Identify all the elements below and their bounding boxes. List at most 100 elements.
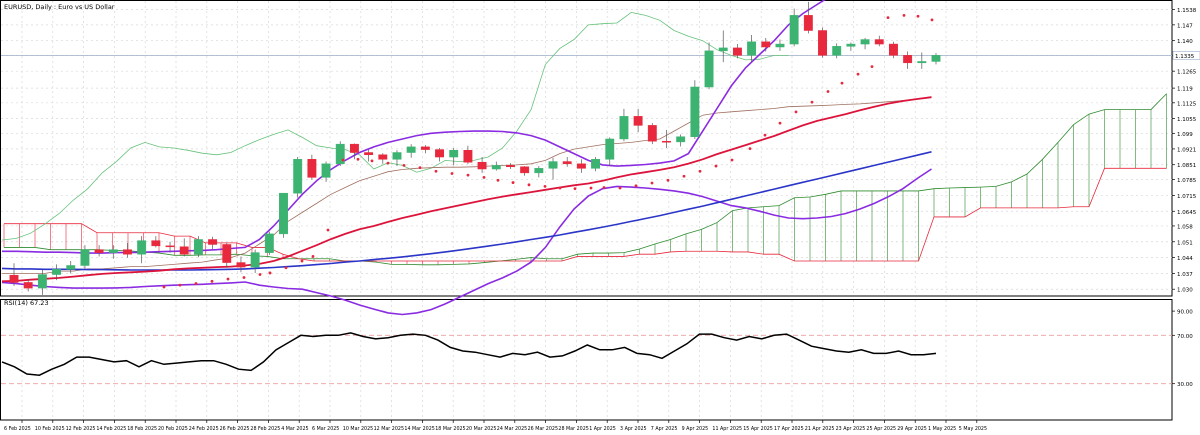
candle-bear [165,245,175,248]
sar-dot [902,13,906,17]
candle-bear [179,246,189,255]
candle-bear [349,143,359,153]
bollinger-lower [1,168,932,316]
sar-dot [162,285,166,289]
candle-bear [236,262,246,268]
candle-bear [903,55,913,64]
candle-bull [250,252,260,268]
sar-dot [573,187,577,191]
candle-bear [576,163,586,169]
candlesticks [9,1,941,295]
senkou-span-a [4,93,1167,266]
sar-dot [341,158,345,162]
candle-bull [37,274,47,289]
price-tick-label: 1.140 [1177,39,1193,45]
sar-dot [356,157,360,161]
candle-bull [548,161,558,169]
candle-bull [52,269,62,275]
date-label: 26 Feb 2025 [220,426,250,432]
sar-dot [778,121,782,125]
candle-bear [562,161,572,165]
candle-bull [491,165,501,170]
date-label: 14 Feb 2025 [96,426,126,432]
sar-dot [284,266,288,270]
sar-dot [794,110,798,114]
candle-bear [874,39,884,45]
candle-bull [718,47,728,52]
date-label: 7 Apr 2025 [651,426,678,432]
candle-bear [803,15,813,31]
candle-bear [151,240,161,247]
sar-dot [602,186,606,189]
candle-bear [506,165,515,168]
sar-dot [311,255,315,258]
sar-dot [466,173,470,177]
sar-dot [511,181,515,184]
price-tick-label: 1.058 [1177,224,1193,230]
date-label: 1 Apr 2025 [589,426,616,432]
sar-dot [826,90,830,93]
sar-dot [178,283,182,287]
sar-dot [326,228,330,232]
candle-bull [917,61,927,64]
candle-bull [832,46,842,56]
candle-bull [931,55,941,62]
date-label: 28 Mar 2025 [558,426,588,432]
indicator-lines [1,0,932,316]
candle-bear [222,244,232,263]
date-label: 9 Apr 2025 [682,426,709,432]
date-label: 10 Feb 2025 [35,426,65,432]
date-label: 18 Feb 2025 [127,426,157,432]
date-label: 15 Apr 2025 [743,426,773,432]
price-tick-label: 1.0715 [1177,194,1197,200]
price-tick-label: 1.0645 [1177,210,1197,216]
price-tick-label: 1.1538 [1177,8,1197,14]
candle-bull [321,163,331,178]
candle-bull [747,41,757,56]
date-label: 24 Feb 2025 [189,426,219,432]
date-label: 12 Mar 2025 [374,426,404,432]
candle-bear [364,152,374,156]
candle-bear [662,140,671,143]
sar-dot [226,277,230,281]
rsi-tick-label: 70.00 [1177,334,1193,340]
grid-lines [0,0,1173,421]
price-tick-label: 1.051 [1177,240,1193,246]
rsi-tick-label: 30.00 [1177,382,1193,388]
price-tick-label: 1.1125 [1177,101,1197,107]
sar-dot [748,147,752,151]
current-price-label: 1.1335 [1175,54,1195,60]
date-label: 18 Mar 2025 [435,426,465,432]
candle-bull [406,146,416,153]
price-tick-label: 1.147 [1177,23,1193,29]
bollinger-upper [2,0,826,254]
sar-dot [482,175,486,179]
price-tick-label: 1.1055 [1177,117,1197,123]
candle-bear [94,249,104,253]
candle-bear [378,154,388,160]
candle-bull [264,233,274,253]
date-label: 29 Apr 2025 [897,426,927,432]
sar-dot [496,178,500,182]
rsi-frame [0,299,1173,421]
candle-bull [335,143,345,165]
date-label: 25 Apr 2025 [866,426,896,432]
candle-bull [108,249,118,253]
sar-dot [810,100,814,104]
candle-bull [789,15,799,45]
date-label: 14 Mar 2025 [404,426,434,432]
kijun-sen [2,96,932,274]
date-label: 26 Mar 2025 [528,426,558,432]
chart-title: EURUSD, Daily : Euro vs US Dollar [4,3,115,11]
date-label: 24 Mar 2025 [497,426,527,432]
current-price-box [1172,51,1200,60]
price-tick-label: 1.119 [1177,87,1193,93]
candle-bear [732,47,742,56]
sar-dot [300,259,304,263]
date-label: 28 Feb 2025 [250,426,280,432]
sar-dot [434,169,438,173]
candle-bear [818,30,827,56]
sar-dot [450,172,454,175]
date-label: 6 Mar 2025 [312,426,339,432]
sar-dot [543,185,547,188]
